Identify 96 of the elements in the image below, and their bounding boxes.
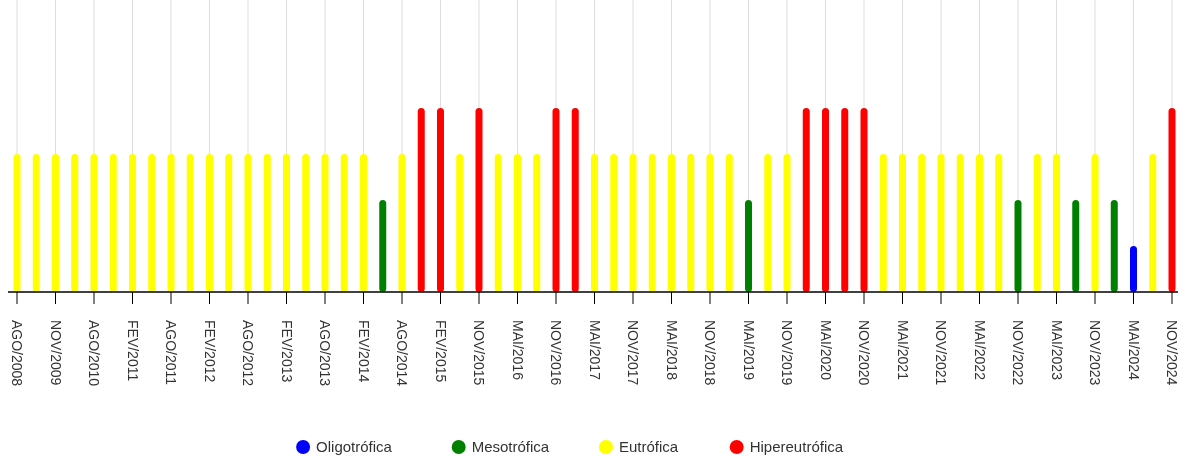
bar	[1014, 200, 1022, 292]
bar	[533, 154, 541, 292]
bar	[360, 154, 367, 292]
bar	[321, 154, 329, 292]
x-tick-label: AGO/2010	[86, 320, 102, 387]
bar	[841, 108, 849, 292]
x-tick-label: NOV/2021	[933, 320, 949, 386]
bar	[52, 154, 59, 292]
bar	[802, 108, 810, 292]
bar	[976, 154, 983, 292]
x-tick-label: AGO/2012	[240, 320, 256, 387]
x-tick-label: MAI/2024	[1125, 320, 1142, 381]
bar	[764, 154, 772, 292]
bar	[687, 154, 695, 292]
x-tick-label: MAI/2018	[663, 320, 680, 381]
x-tick-label: MAI/2021	[894, 320, 911, 381]
bar	[1072, 200, 1080, 292]
bar	[879, 154, 887, 292]
bar	[552, 108, 560, 292]
bar	[437, 108, 444, 292]
x-tick-label: NOV/2022	[1010, 320, 1026, 386]
x-tick-label: MAI/2023	[1048, 320, 1065, 381]
bar	[860, 108, 868, 292]
x-tick-label: MAI/2019	[740, 320, 757, 381]
bar	[71, 154, 79, 292]
bar	[899, 154, 906, 292]
x-tick-label: FEV/2015	[432, 320, 449, 383]
x-tick-label: MAI/2016	[509, 320, 526, 381]
bar	[1110, 200, 1118, 292]
bar	[244, 154, 252, 292]
bar	[591, 154, 598, 292]
x-tick-label: AGO/2013	[317, 320, 333, 387]
bar	[398, 154, 406, 292]
bar	[13, 154, 21, 292]
bar	[129, 154, 136, 292]
bar	[1053, 154, 1060, 292]
legend-label: Eutrófica	[619, 438, 679, 455]
bar	[302, 154, 310, 292]
bar	[167, 154, 175, 292]
x-tick-label: AGO/2008	[9, 320, 25, 387]
bar	[1130, 246, 1137, 292]
x-tick-label: MAI/2022	[971, 320, 988, 381]
bar	[109, 154, 117, 292]
bar	[822, 108, 829, 292]
x-tick-label: AGO/2011	[163, 320, 179, 386]
bar	[706, 154, 714, 292]
x-tick-label: NOV/2015	[471, 320, 487, 386]
bar	[956, 154, 964, 292]
bar	[379, 200, 387, 292]
bar	[32, 154, 40, 292]
bar	[417, 108, 425, 292]
bar	[668, 154, 675, 292]
bar	[937, 154, 945, 292]
x-tick-label: NOV/2018	[702, 320, 718, 386]
bar	[90, 154, 98, 292]
bar	[514, 154, 521, 292]
x-tick-label: MAI/2017	[586, 320, 603, 381]
x-tick-label: NOV/2024	[1164, 320, 1178, 386]
bar	[725, 154, 733, 292]
legend-label: Oligotrófica	[316, 438, 393, 455]
bar	[186, 154, 194, 292]
bar	[783, 154, 791, 292]
bar	[995, 154, 1003, 292]
bar	[283, 154, 290, 292]
bar	[148, 154, 156, 292]
bar	[918, 154, 926, 292]
x-tick-label: FEV/2014	[355, 320, 372, 383]
bar	[629, 154, 637, 292]
legend-label: Hipereutrófica	[749, 438, 844, 455]
bar	[263, 154, 271, 292]
bar	[1091, 154, 1099, 292]
x-tick-label: NOV/2020	[856, 320, 872, 386]
x-tick-label: NOV/2023	[1087, 320, 1103, 386]
legend-label: Mesotrófica	[471, 438, 550, 455]
x-tick-label: FEV/2013	[278, 320, 295, 383]
bar	[648, 154, 656, 292]
bar	[1168, 108, 1176, 292]
bar	[1033, 154, 1041, 292]
x-tick-label: NOV/2016	[548, 320, 564, 386]
x-tick-label: NOV/2009	[47, 320, 64, 386]
bar	[610, 154, 618, 292]
bar	[494, 154, 502, 292]
bar	[475, 108, 483, 292]
bar	[571, 108, 579, 292]
x-tick-label: FEV/2011	[124, 320, 141, 382]
x-tick-label: MAI/2020	[817, 320, 834, 381]
x-tick-label: FEV/2012	[201, 320, 218, 383]
bar	[745, 200, 752, 292]
bar	[206, 154, 213, 292]
bar	[456, 154, 464, 292]
bar	[1149, 154, 1157, 292]
x-tick-label: NOV/2017	[625, 320, 641, 386]
bar	[225, 154, 233, 292]
x-tick-label: NOV/2019	[779, 320, 795, 386]
bar	[340, 154, 348, 292]
x-tick-label: AGO/2014	[394, 320, 410, 387]
